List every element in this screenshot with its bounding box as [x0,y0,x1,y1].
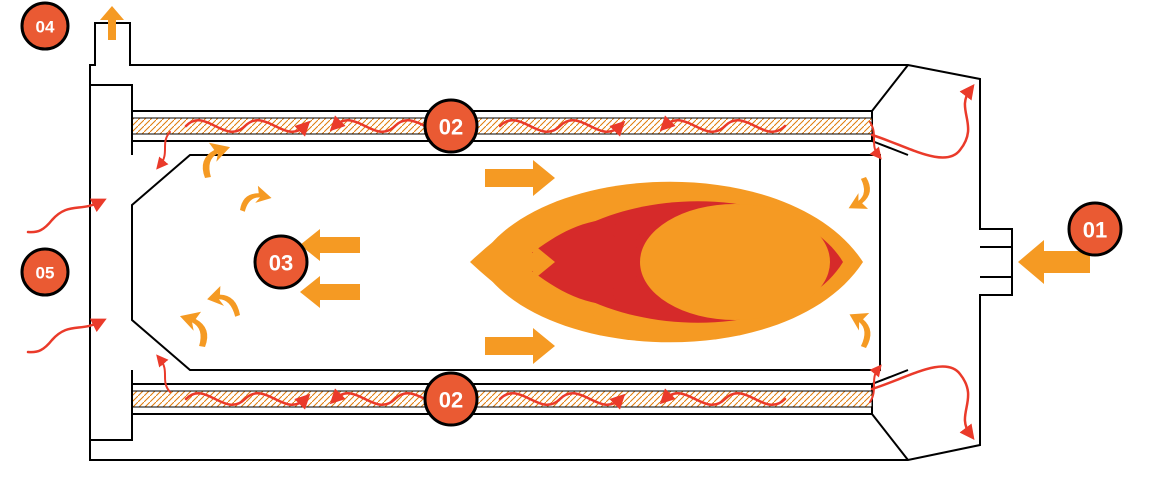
badge-label: 03 [269,251,293,276]
badge-label: 02 [439,115,463,140]
badge-03: 03 [255,236,307,288]
badge-02a: 02 [425,100,477,152]
badge-label: 05 [36,264,55,283]
badge-label: 04 [36,18,55,37]
badge-05: 05 [22,249,68,295]
badge-label: 01 [1083,218,1107,243]
badge-04: 04 [22,3,68,49]
badge-01: 01 [1069,203,1121,255]
burner-diagram: 01 02 02 03 04 05 [0,0,1170,500]
badge-label: 02 [439,388,463,413]
badge-02b: 02 [425,373,477,425]
